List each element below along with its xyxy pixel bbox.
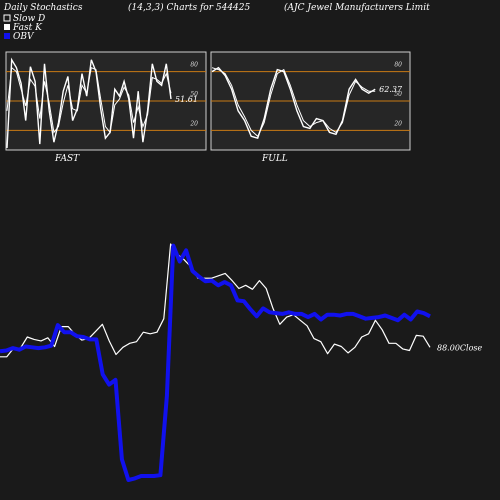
legend-label-fast-k: Fast K	[12, 23, 43, 33]
close-value: 88.00	[437, 343, 460, 352]
price-obv-panel: 88.00Close	[0, 243, 483, 482]
y-tick-label: 20	[189, 120, 198, 127]
full-panel-title: FULL	[261, 154, 288, 164]
y-tick-label: 80	[190, 62, 198, 69]
series-line-full-d	[211, 67, 376, 138]
header-params: (14,3,3) Charts for 544425	[128, 2, 250, 13]
legend-swatch-fast-k	[4, 24, 10, 30]
legend-swatch-slow-d	[3, 14, 11, 22]
y-tick-label: 50	[190, 91, 198, 98]
last-value-label: 51.61	[175, 95, 198, 104]
y-tick-label: 50	[394, 91, 402, 98]
header-company: (AJC Jewel Manufacturers Limit	[284, 2, 430, 13]
y-tick-label: 20	[393, 120, 402, 127]
series-line-close	[0, 243, 431, 358]
series-line-obv	[0, 243, 431, 482]
legend-label-obv: OBV	[13, 32, 35, 42]
legend-label-slow-d: Slow D	[13, 14, 45, 24]
legend-swatch-obv	[4, 33, 10, 39]
series-line-full-k	[211, 66, 376, 140]
series-line-slow-d	[6, 66, 172, 134]
y-tick-label: 80	[394, 62, 402, 69]
legend: Slow D Fast K OBV	[3, 14, 45, 42]
full-stochastic-panel: 20 50 80 62.37	[210, 51, 411, 151]
last-value-label: 62.37	[379, 85, 403, 94]
fast-panel-title: FAST	[54, 154, 80, 164]
header-title: Daily Stochastics	[3, 3, 83, 13]
close-suffix: Close	[460, 343, 483, 352]
fast-stochastic-panel: 20 50 80 51.61	[5, 51, 207, 151]
close-value-label: 88.00Close	[437, 343, 483, 352]
